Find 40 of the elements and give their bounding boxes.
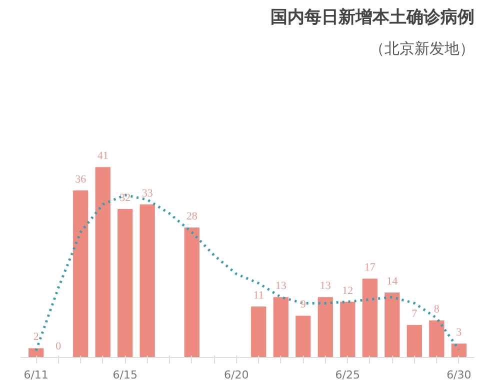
bar	[28, 348, 44, 358]
data-label: 32	[120, 192, 131, 204]
bar	[251, 306, 266, 358]
x-tick-label: 6/20	[224, 368, 249, 382]
data-label: 36	[75, 173, 87, 186]
data-label: 33	[142, 187, 154, 200]
bar	[362, 278, 378, 358]
bar	[273, 297, 288, 358]
x-tick-label: 6/25	[335, 368, 360, 382]
data-label: 14	[386, 276, 398, 288]
bar	[73, 190, 88, 358]
data-label: 28	[186, 210, 198, 223]
bar	[340, 302, 356, 358]
data-label: 9	[300, 298, 306, 311]
data-label: 13	[275, 280, 287, 292]
bar	[296, 316, 311, 358]
data-label: 11	[253, 289, 264, 302]
bar	[118, 208, 133, 358]
data-label: 0	[56, 340, 62, 352]
data-label: 17	[364, 262, 376, 274]
data-label: 12	[342, 284, 354, 297]
data-label: 13	[320, 280, 332, 292]
chart-subtitle: （北京新发地）	[370, 40, 474, 58]
x-tick-label: 6/15	[112, 368, 138, 382]
bar	[451, 344, 466, 358]
bar	[318, 297, 333, 358]
bar	[384, 292, 400, 358]
bar	[140, 204, 155, 358]
bar	[184, 228, 200, 358]
data-label: 41	[97, 150, 108, 162]
x-tick-label: 6/11	[24, 368, 48, 382]
data-label: 2	[33, 331, 39, 344]
data-label: 8	[434, 303, 440, 316]
x-tick-label: 6/30	[446, 368, 472, 382]
data-label: 3	[456, 326, 462, 339]
bar	[429, 320, 444, 358]
bar	[95, 167, 110, 358]
bar	[406, 325, 422, 358]
data-label: 7	[412, 308, 418, 320]
chart-title: 国内每日新增本土确诊病例	[270, 8, 474, 28]
